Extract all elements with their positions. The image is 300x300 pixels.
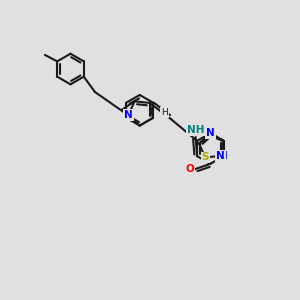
Text: H: H bbox=[161, 108, 168, 117]
Text: O: O bbox=[185, 164, 194, 174]
Text: N: N bbox=[124, 110, 133, 120]
Text: N: N bbox=[206, 128, 215, 138]
Text: NH: NH bbox=[187, 125, 204, 135]
Text: N: N bbox=[216, 151, 225, 161]
Text: S: S bbox=[202, 152, 209, 162]
Text: N: N bbox=[206, 128, 215, 138]
Text: N: N bbox=[219, 151, 228, 161]
